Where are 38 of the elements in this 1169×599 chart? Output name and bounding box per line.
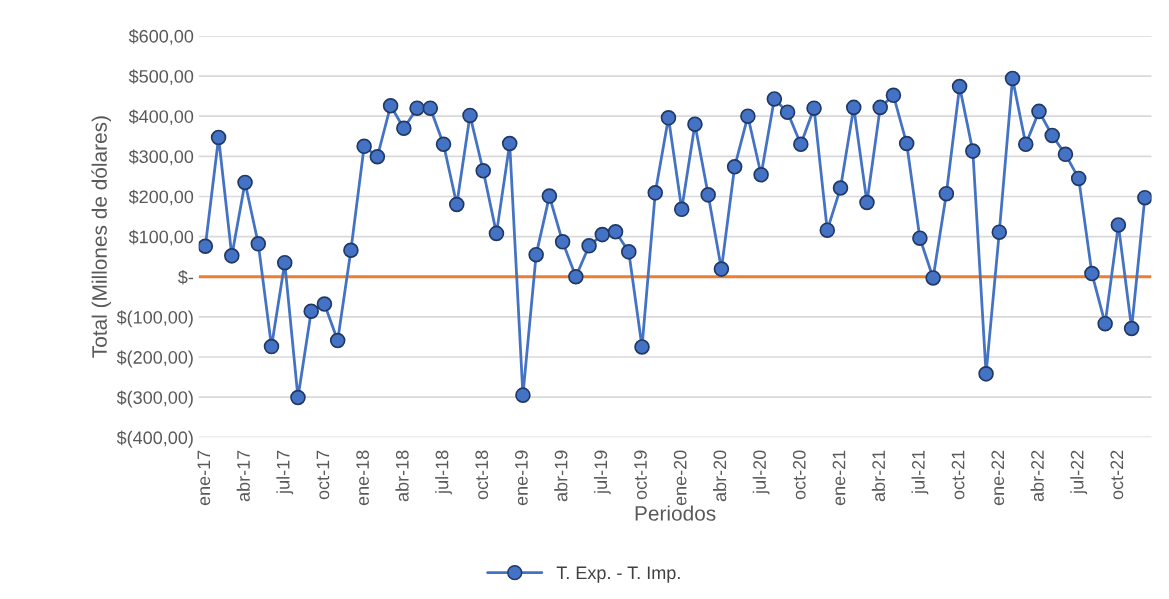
x-tick-label: abr-17 [236,450,250,502]
x-tick-label: abr-19 [554,450,568,502]
x-tick-label: oct-19 [634,450,647,500]
y-tick-label: $400,00 [128,109,194,126]
x-axis-title: Periodos [635,505,716,521]
x-tick-label: abr-21 [871,450,886,502]
y-tick-label: $200,00 [128,189,194,206]
y-tick-label: $- [178,269,194,285]
x-tick-label: oct-21 [951,450,965,500]
x-tick-label: jul-20 [752,450,770,495]
x-tick-label: ene-18 [356,450,369,506]
y-tick-label: $(400,00) [116,430,193,448]
y-tick-label: $(100,00) [116,310,193,328]
x-tick-label: jul-21 [911,450,929,495]
x-tick-label: abr-22 [1030,450,1044,502]
y-tick-label: $300,00 [128,149,194,166]
y-tick-label: $500,00 [128,69,194,85]
x-tick-label: jul-17 [276,450,294,495]
x-tick-label: ene-22 [991,450,1005,506]
y-axis-title: Total (Millones de dólares) [91,116,112,358]
x-tick-label: jul-22 [1070,450,1088,495]
x-tick-label: abr-18 [395,450,409,502]
x-tick-label: ene-19 [514,450,528,506]
y-tick-label: $100,00 [128,229,194,246]
x-tick-label: oct-18 [475,450,489,500]
x-tick-label: ene-21 [832,450,846,506]
x-tick-label: oct-17 [316,450,330,500]
x-tick-label: jul-19 [593,450,611,495]
y-tick-label: $(300,00) [116,390,193,408]
x-tick-label: ene-17 [197,450,211,506]
y-tick-label: $600,00 [128,29,194,45]
x-tick-label: ene-20 [673,450,687,506]
x-tick-label: jul-18 [435,450,452,495]
legend-label: T. Exp. - T. Imp. [556,566,680,583]
y-tick-label: $(200,00) [116,350,193,368]
x-tick-label: oct-20 [792,450,806,500]
x-tick-label: abr-20 [713,450,727,502]
x-tick-label: oct-22 [1110,450,1124,500]
